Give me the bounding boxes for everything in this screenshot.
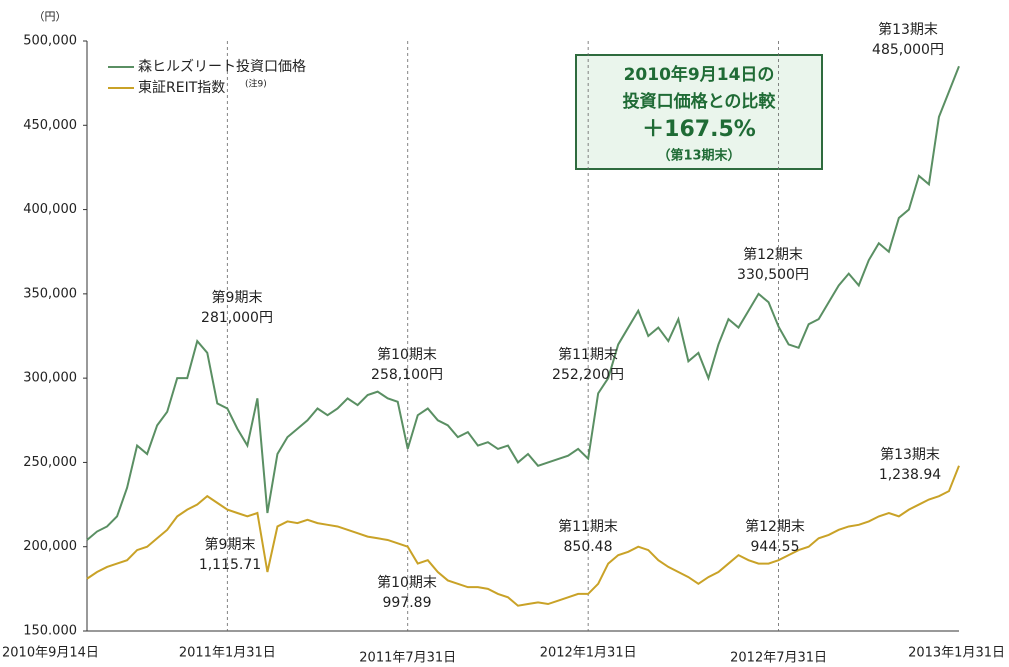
annotation: 258,100円: [371, 367, 443, 383]
annotation: 第13期末: [878, 21, 938, 38]
annotation: 第9期末: [212, 289, 263, 306]
y-tick-label: 200,000: [23, 539, 77, 554]
callout-text: （第13期末）: [657, 148, 740, 164]
y-tick-label: 450,000: [23, 118, 77, 133]
y-tick-label: 350,000: [23, 286, 77, 301]
annotation: 944.55: [751, 539, 800, 555]
x-tick-label: 2011年1月31日: [179, 646, 276, 661]
annotation: 485,000円: [872, 42, 944, 58]
y-tick-label: 400,000: [23, 202, 77, 217]
x-tick-label: 2012年1月31日: [540, 646, 637, 661]
callout-box: [575, 54, 823, 170]
series-line: [86, 465, 960, 607]
x-tick-label: 2010年9月14日: [2, 646, 99, 661]
y-tick-label: 300,000: [23, 371, 77, 386]
y-tick-label: 250,000: [23, 455, 77, 470]
x-tick-label: 2012年7月31日: [730, 651, 827, 666]
annotation: 第11期末: [558, 346, 618, 363]
annotation: 第11期末: [558, 518, 618, 535]
legend-label: 東証REIT指数: [138, 80, 225, 96]
y-tick-label: 500,000: [23, 34, 77, 49]
annotation: 850.48: [564, 539, 613, 555]
annotation: 252,200円: [552, 367, 624, 383]
annotation: 330,500円: [737, 267, 809, 283]
callout-text: 投資口価格との比較: [623, 91, 777, 112]
annotation: 281,000円: [201, 310, 273, 326]
legend-label: 森ヒルズリート投資口価格: [138, 59, 306, 75]
y-tick-label: 150.000: [23, 624, 77, 639]
series-line: [86, 65, 960, 541]
annotation: 1,238.94: [879, 467, 941, 483]
annotation: 第10期末: [377, 346, 437, 363]
annotation: 第9期末: [205, 536, 256, 553]
annotation: 997.89: [383, 595, 432, 611]
annotation: 第12期末: [743, 246, 803, 263]
annotation: 1,115.71: [199, 557, 261, 573]
unit-label: （円）: [34, 10, 67, 23]
annotation: 第13期末: [880, 446, 940, 463]
callout-text: 2010年9月14日の: [624, 64, 775, 85]
annotation: 第12期末: [745, 518, 805, 535]
callout-text: ＋167.5%: [642, 117, 756, 142]
annotation: 第10期末: [377, 574, 437, 591]
legend-note: (注9): [245, 78, 267, 90]
x-tick-label: 2011年7月31日: [359, 651, 456, 666]
x-tick-label: 2013年1月31日: [908, 646, 1005, 661]
